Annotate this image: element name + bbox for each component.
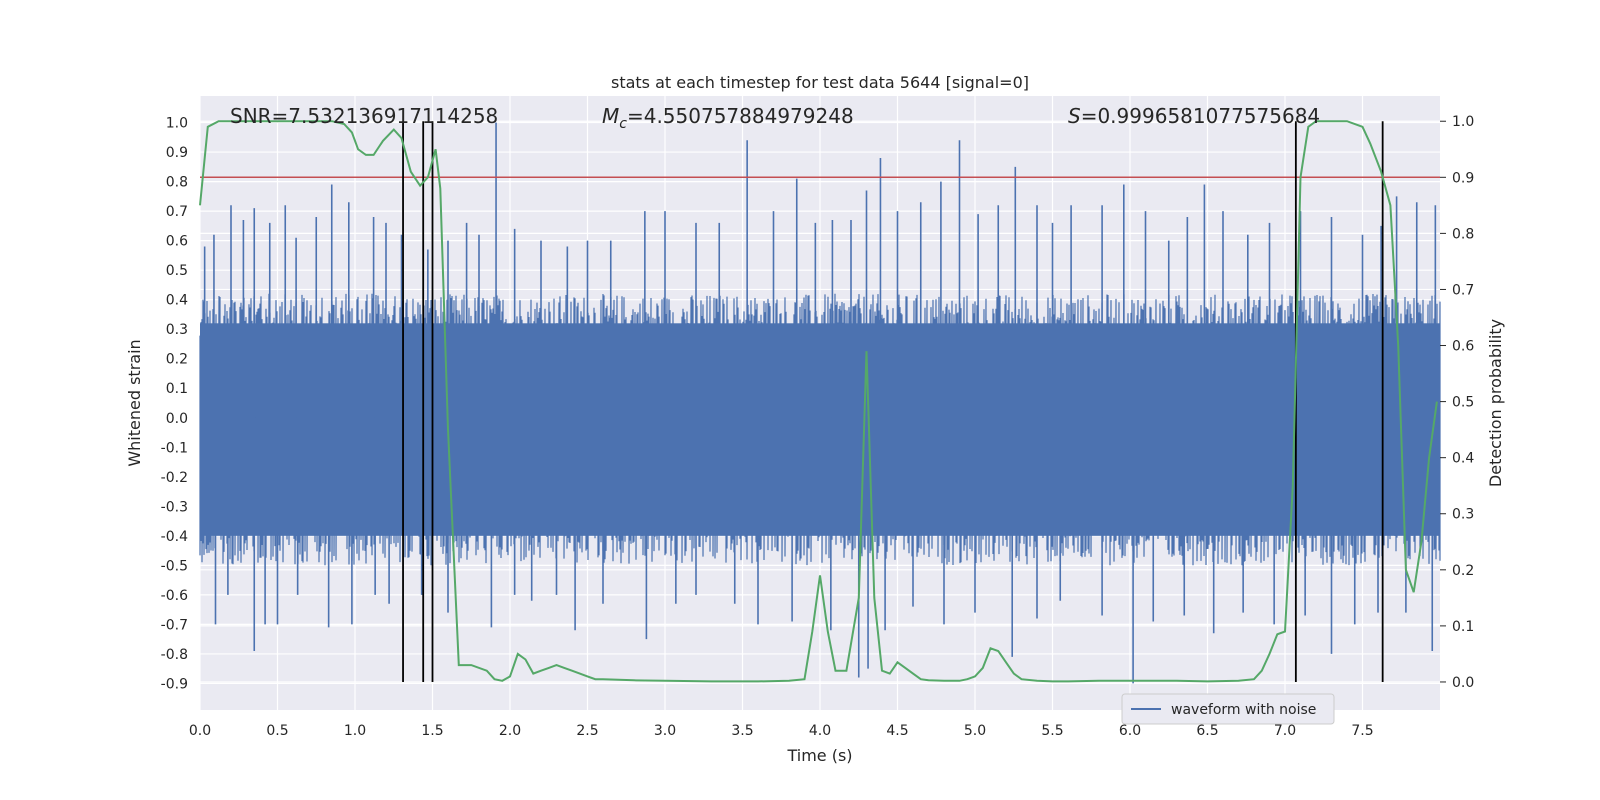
chart-title: stats at each timestep for test data 564… <box>611 73 1029 92</box>
y2-ticks: 0.0 0.1 0.2 0.3 0.4 0.5 0.6 0.7 0.8 0.9 1.0 <box>1440 114 1474 691</box>
y-tick-label: -0.9 <box>161 676 188 692</box>
x-tick-label: 3.5 <box>731 723 753 739</box>
s-annotation: S=0.9996581077575684 <box>1068 104 1320 128</box>
y-tick-label: -0.4 <box>161 529 188 545</box>
x-tick-label: 5.0 <box>964 723 986 739</box>
x-tick-label: 5.5 <box>1041 723 1063 739</box>
snr-annotation: SNR=7.532136917114258 <box>230 104 498 128</box>
x-tick-label: 6.0 <box>1119 723 1141 739</box>
detection-probability-line <box>199 120 1438 683</box>
y2-tick-label: 0.9 <box>1452 170 1474 186</box>
y2-tick-label: 0.5 <box>1452 395 1474 411</box>
s-symbol: S <box>1068 104 1081 128</box>
y-tick-label: 0.3 <box>166 322 188 338</box>
y-tick-label: -0.6 <box>161 588 188 604</box>
x-tick-label: 7.5 <box>1351 723 1373 739</box>
vertical-lines <box>402 121 1384 682</box>
y-tick-label: 0.5 <box>166 263 188 279</box>
mc-subscript: c <box>619 116 627 132</box>
x-tick-label: 1.0 <box>344 723 366 739</box>
y-axis-label: Whitened strain <box>125 339 144 466</box>
waveform-core <box>200 323 1440 536</box>
y-tick-label: 0.6 <box>166 234 188 250</box>
y2-tick-label: 0.1 <box>1452 619 1474 635</box>
legend-box <box>1121 693 1335 725</box>
y2-tick-label: 0.8 <box>1452 226 1474 242</box>
y2-tick-label: 0.2 <box>1452 563 1474 579</box>
y-ticks: -0.9 -0.8 -0.7 -0.6 -0.5 -0.4 -0.3 -0.2 -0.1 0.0 0… <box>161 116 188 693</box>
y2-tick-label: 0.6 <box>1452 339 1474 355</box>
y2-tick-label: 0.4 <box>1452 451 1474 467</box>
x-tick-label: 6.5 <box>1196 723 1218 739</box>
y-tick-label: 0.8 <box>166 175 188 191</box>
legend-entry-waveform: waveform with noise <box>1171 702 1316 718</box>
y-tick-label: 0.7 <box>166 204 188 220</box>
waveform-series <box>199 122 1441 684</box>
s-value: =0.9996581077575684 <box>1081 104 1320 128</box>
x-tick-label: 4.5 <box>886 723 908 739</box>
y2-tick-label: 0.7 <box>1452 282 1474 298</box>
y-tick-label: -0.5 <box>161 558 188 574</box>
y2-tick-label: 0.3 <box>1452 507 1474 523</box>
x-tick-label: 3.0 <box>654 723 676 739</box>
y-tick-label: 0.2 <box>166 352 188 368</box>
mc-annotation: Mc=4.550757884979248 <box>602 104 854 132</box>
y-tick-label: 0.1 <box>166 381 188 397</box>
mc-symbol: M <box>602 104 619 128</box>
y2-tick-label: 1.0 <box>1452 114 1474 130</box>
y-tick-label: 1.0 <box>166 116 188 132</box>
x-axis-label: Time (s) <box>786 746 852 765</box>
y-tick-label: 0.0 <box>166 411 188 427</box>
x-tick-label: 0.0 <box>189 723 211 739</box>
x-tick-label: 4.0 <box>809 723 831 739</box>
y-tick-label: -0.3 <box>161 499 188 515</box>
x-tick-label: 2.0 <box>499 723 521 739</box>
y2-tick-label: 0.0 <box>1452 675 1474 691</box>
y-tick-label: 0.4 <box>166 293 188 309</box>
y-tick-label: -0.8 <box>161 647 188 663</box>
x-tick-label: 1.5 <box>421 723 443 739</box>
y-tick-label: -0.7 <box>161 617 188 633</box>
x-tick-label: 7.0 <box>1274 723 1296 739</box>
mc-value: =4.550757884979248 <box>627 104 854 128</box>
x-tick-label: 0.5 <box>266 723 288 739</box>
y-tick-label: 0.9 <box>166 145 188 161</box>
y-tick-label: -0.2 <box>161 470 188 486</box>
y2-axis-label: Detection probability <box>1486 319 1505 487</box>
probability-series <box>199 120 1438 683</box>
x-ticks: 0.0 0.5 1.0 1.5 2.0 2.5 3.0 3.5 4.0 4.5 5.0 5.5 6.0 6… <box>189 723 1374 739</box>
legend: waveform with noise <box>1121 693 1335 725</box>
x-tick-label: 2.5 <box>576 723 598 739</box>
y-tick-label: -0.1 <box>161 440 188 456</box>
